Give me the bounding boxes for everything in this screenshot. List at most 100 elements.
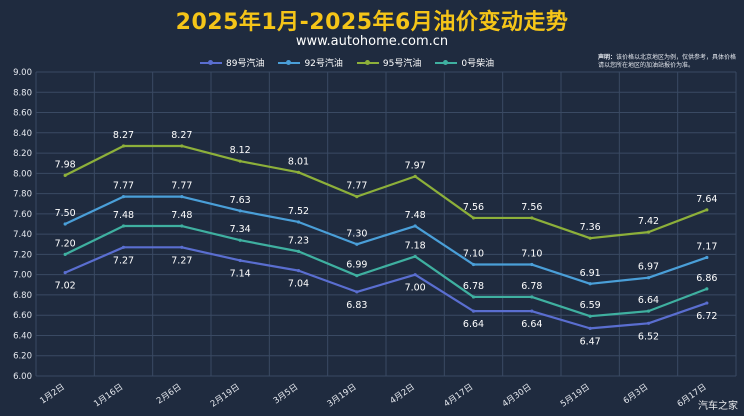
legend-label: 95号汽油 [382, 59, 422, 69]
data-point [296, 269, 301, 273]
y-tick-label: 7.60 [13, 210, 32, 220]
data-point [355, 242, 359, 246]
data-point [121, 144, 126, 148]
data-point [530, 309, 534, 313]
data-label: 7.63 [230, 195, 251, 206]
series-line [64, 195, 708, 285]
data-point [705, 287, 709, 291]
data-label: 6.78 [521, 281, 542, 292]
y-tick-label: 9.00 [13, 68, 32, 78]
chart-title: 2025年1月-2025年6月油价变动走势 [175, 10, 569, 35]
x-tick-label: 6月3日 [622, 382, 651, 406]
data-label: 6.86 [696, 273, 717, 284]
x-tick-label: 1月16日 [92, 382, 125, 409]
data-point [530, 262, 534, 267]
data-label: 7.98 [55, 159, 76, 170]
legend-swatch [435, 59, 458, 65]
data-point [238, 258, 242, 263]
legend-swatch [200, 59, 222, 65]
data-point [355, 195, 359, 199]
data-label: 7.36 [580, 222, 601, 233]
data-point [63, 222, 67, 226]
chart-subtitle: www.autohome.com.cn [295, 34, 449, 49]
data-label: 7.10 [463, 249, 484, 260]
y-tick-label: 8.60 [13, 109, 32, 119]
data-label: 6.72 [696, 311, 717, 322]
data-point [413, 254, 417, 259]
data-label: 7.77 [113, 181, 134, 192]
data-label: 6.78 [463, 281, 484, 292]
legend-item: 0号柴油 [435, 56, 494, 69]
data-point [121, 195, 126, 199]
x-tick-label: 2月6日 [155, 382, 184, 406]
data-point [296, 220, 301, 224]
y-tick-label: 6.60 [13, 311, 32, 321]
data-label: 7.52 [288, 206, 309, 217]
y-tick-label: 6.40 [13, 331, 32, 341]
watermark: 汽车之家 [698, 401, 738, 412]
data-label: 7.77 [171, 181, 192, 192]
data-label: 7.27 [113, 255, 134, 266]
disclaimer-note: 声明：该价格以北京地区为例，仅供参考，具体价格请以您所在地区的加油站报价为准。 [598, 54, 738, 70]
data-label: 7.56 [521, 202, 542, 213]
chart-legend: 89号汽油 92号汽油 95号汽油 0号柴油 [200, 56, 508, 69]
x-tick-label: 4月17日 [442, 382, 475, 409]
y-tick-label: 7.40 [13, 230, 32, 240]
data-point [646, 321, 651, 325]
data-label: 7.50 [55, 208, 76, 219]
data-label: 6.64 [638, 295, 659, 306]
data-point [180, 245, 184, 249]
legend-swatch [356, 59, 379, 65]
data-label: 6.47 [580, 336, 601, 347]
data-label: 7.97 [405, 160, 426, 171]
data-label: 7.14 [230, 268, 251, 279]
data-label: 6.52 [638, 331, 659, 342]
data-label: 6.97 [638, 262, 659, 273]
data-label: 7.48 [405, 210, 426, 221]
data-point [296, 249, 301, 253]
x-tick-label: 4月30日 [501, 382, 534, 409]
data-label: 7.04 [288, 279, 309, 290]
y-tick-label: 8.20 [13, 149, 32, 159]
data-label: 7.20 [55, 238, 76, 249]
data-label: 6.83 [346, 300, 367, 311]
data-point [705, 208, 709, 212]
data-point [238, 159, 242, 163]
x-tick-label: 1月2日 [38, 382, 67, 406]
data-point [588, 326, 592, 330]
y-tick-label: 7.20 [13, 250, 32, 260]
data-label: 6.99 [346, 260, 367, 271]
data-point [705, 301, 709, 305]
data-point [530, 216, 534, 220]
x-tick-label: 2月19日 [209, 382, 242, 409]
data-label: 7.27 [171, 255, 192, 266]
data-point [588, 236, 592, 240]
data-label: 6.91 [580, 268, 601, 279]
y-tick-label: 7.80 [13, 190, 32, 200]
data-point [355, 290, 359, 294]
y-tick-label: 6.20 [13, 352, 32, 362]
data-point [413, 224, 417, 228]
data-label: 7.18 [405, 240, 426, 251]
data-label: 7.48 [171, 210, 192, 221]
data-label: 7.42 [638, 216, 659, 227]
data-point [63, 173, 67, 177]
series-line [64, 246, 708, 330]
y-tick-label: 8.80 [13, 88, 32, 98]
data-label: 7.34 [230, 224, 251, 235]
data-point [530, 295, 534, 299]
data-label: 7.77 [346, 181, 367, 192]
y-tick-label: 6.80 [13, 291, 32, 301]
data-point [63, 252, 67, 256]
data-label: 7.23 [288, 235, 309, 246]
data-point [705, 255, 709, 260]
y-tick-label: 8.00 [13, 169, 32, 179]
legend-item: 95号汽油 [356, 56, 422, 69]
x-tick-label: 5月19日 [559, 382, 592, 409]
data-point [588, 314, 592, 318]
data-point [646, 276, 651, 280]
data-label: 6.59 [580, 300, 601, 311]
data-label: 7.56 [463, 202, 484, 213]
